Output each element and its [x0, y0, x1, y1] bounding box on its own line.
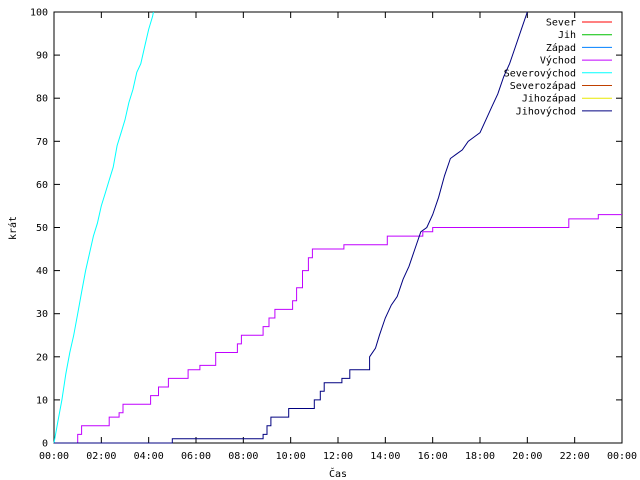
x-axis-label: Čas — [329, 467, 347, 480]
legend-label: Západ — [546, 42, 576, 54]
x-tick-label: 12:00 — [323, 451, 353, 462]
legend-label: Severozápad — [510, 80, 576, 92]
series-layer — [53, 11, 622, 444]
y-axis-label: krát — [7, 216, 19, 240]
x-tick-label: 00:00 — [39, 451, 69, 462]
y-tick-label: 60 — [36, 180, 48, 191]
x-tick-label: 10:00 — [276, 451, 306, 462]
y-tick-label: 10 — [36, 395, 48, 406]
legend-label: Jihozápad — [522, 93, 576, 105]
y-tick-label: 100 — [30, 8, 48, 19]
x-tick-label: 00:00 — [607, 451, 637, 462]
legend-label: Jihovýchod — [516, 105, 576, 117]
x-tick-label: 06:00 — [181, 451, 211, 462]
x-tick-label: 22:00 — [560, 451, 590, 462]
y-tick-label: 20 — [36, 352, 48, 363]
y-tick-label: 0 — [42, 439, 48, 450]
y-tick-label: 50 — [36, 223, 48, 234]
series-line-4 — [53, 11, 154, 444]
x-tick-label: 20:00 — [512, 451, 542, 462]
series-line-3 — [54, 214, 622, 444]
x-tick-label: 16:00 — [418, 451, 448, 462]
y-tick-label: 90 — [36, 51, 48, 62]
y-tick-label: 70 — [36, 137, 48, 148]
x-tick-label: 04:00 — [134, 451, 164, 462]
y-axis: 0 10 20 30 40 50 60 70 80 90 100 — [30, 8, 622, 450]
y-tick-label: 40 — [36, 266, 48, 277]
x-tick-label: 18:00 — [465, 451, 495, 462]
legend-label: Sever — [546, 18, 576, 29]
legend-label: Jih — [558, 30, 576, 41]
x-tick-label: 02:00 — [86, 451, 116, 462]
legend-label: Severovýchod — [504, 67, 576, 79]
x-tick-label: 14:00 — [370, 451, 400, 462]
y-tick-label: 30 — [36, 309, 48, 320]
x-axis: 00:00 02:00 04:00 06:00 08:00 10:00 12:00 14:00… — [39, 12, 637, 462]
series-line-7 — [54, 11, 528, 444]
y-tick-label: 80 — [36, 94, 48, 105]
legend-label: Východ — [540, 55, 576, 67]
legend: SeverJihZápadVýchodSeverovýchodSeverozáp… — [504, 18, 612, 117]
x-tick-label: 08:00 — [228, 451, 258, 462]
